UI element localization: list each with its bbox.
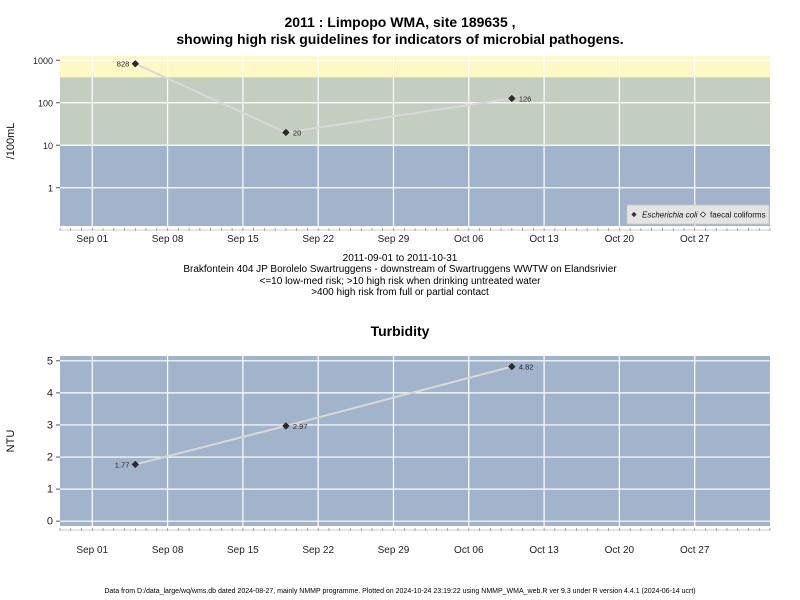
- risk-band-2: [60, 56, 770, 78]
- y-tick-label: 10: [43, 141, 53, 151]
- x-tick-label: Sep 22: [302, 545, 334, 556]
- x-tick-label: Sep 01: [76, 545, 108, 556]
- x-tick-label: Sep 08: [152, 234, 184, 245]
- risk-band-1: [60, 77, 770, 146]
- x-tick-label: Oct 27: [680, 545, 710, 556]
- y-tick-label: 100: [38, 98, 53, 108]
- y-tick-label: 3: [47, 419, 53, 431]
- data-point: [282, 128, 290, 137]
- x-tick-label: Sep 29: [378, 545, 410, 556]
- data-point: [131, 460, 139, 469]
- contact-risk-caption: >400 high risk from full or partial cont…: [311, 287, 489, 298]
- date-range-caption: 2011-09-01 to 2011-10-31: [342, 253, 458, 264]
- chart-title-line-1: 2011 : Limpopo WMA, site 189635 ,: [284, 14, 516, 30]
- y-tick-label: 1: [47, 484, 53, 496]
- chart-title-line-2: showing high risk guidelines for indicat…: [176, 31, 624, 47]
- risk-guideline-caption: <=10 low-med risk; >10 high risk when dr…: [259, 276, 541, 287]
- x-tick-label: Sep 15: [227, 545, 259, 556]
- x-tick-label: Sep 29: [378, 234, 410, 245]
- y-axis-label: NTU: [5, 430, 17, 453]
- data-label: 20: [293, 128, 301, 137]
- x-tick-label: Sep 01: [76, 234, 108, 245]
- y-tick-label: 5: [47, 355, 53, 367]
- legend-marker-ecoli: [631, 211, 637, 218]
- legend-label-ecoli: Escherichia coli: [642, 211, 698, 220]
- x-tick-label: Sep 08: [152, 545, 184, 556]
- x-tick-label: Oct 20: [605, 545, 635, 556]
- x-tick-label: Sep 22: [302, 234, 334, 245]
- plot-background: [60, 356, 770, 526]
- y-axis-label: /100mL: [5, 123, 17, 160]
- legend-marker-faecal: [699, 211, 707, 218]
- turbidity-title: Turbidity: [370, 323, 430, 339]
- site-description-caption: Brakfontein 404 JP Borolelo Swartruggens…: [183, 264, 617, 275]
- data-label: 126: [519, 94, 532, 103]
- data-point: [282, 422, 290, 430]
- x-tick-label: Oct 06: [454, 234, 484, 245]
- x-tick-label: Oct 27: [680, 234, 710, 245]
- y-tick-label: 1: [48, 183, 53, 193]
- data-label: 4.82: [519, 363, 534, 372]
- x-tick-label: Oct 13: [529, 545, 559, 556]
- data-source-footer: Data from D:/data_large/wq/wms.db dated …: [104, 588, 696, 595]
- data-label: 1.77: [115, 460, 130, 469]
- y-tick-label: 2: [47, 452, 53, 464]
- y-tick-label: 0: [47, 516, 53, 528]
- data-label: 828: [117, 60, 130, 69]
- legend-box: [626, 204, 770, 225]
- data-point: [508, 362, 516, 371]
- y-tick-label: 1000: [33, 56, 53, 66]
- x-tick-label: Oct 06: [454, 545, 484, 556]
- legend-label-faecal: faecal coliforms: [710, 211, 766, 220]
- data-point: [508, 94, 516, 103]
- x-tick-label: Oct 13: [529, 234, 559, 245]
- x-tick-label: Sep 15: [227, 234, 259, 245]
- x-tick-label: Oct 20: [605, 234, 635, 245]
- data-point: [131, 60, 139, 68]
- y-tick-label: 4: [47, 387, 53, 399]
- data-label: 2.97: [293, 422, 308, 431]
